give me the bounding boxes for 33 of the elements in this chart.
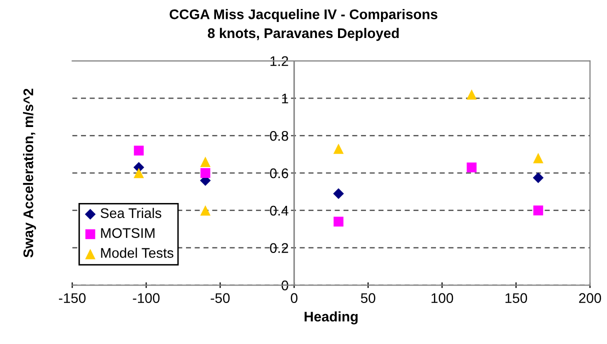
point	[533, 206, 544, 216]
legend-label: MOTSIM	[101, 228, 154, 238]
x-tick-label: -150	[58, 293, 86, 304]
chart-subtitle: 8 knots, Paravanes Deployed	[208, 28, 399, 41]
x-tick-label: -50	[210, 293, 230, 304]
point	[134, 146, 144, 156]
point	[200, 205, 211, 216]
y-tick-label: 0.8	[270, 130, 288, 141]
y-axis-title: Sway Acceleration, m/s^2	[23, 88, 36, 258]
x-tick-label: 0	[290, 293, 298, 304]
y-tick-label: 0	[282, 280, 288, 290]
x-tick-label: 50	[360, 293, 376, 304]
y-tick-label: 0.4	[270, 206, 288, 216]
legend-label: Sea Trials	[100, 208, 162, 218]
point	[134, 168, 144, 178]
y-tick-label: 0.6	[270, 168, 288, 178]
point	[466, 89, 477, 100]
x-axis-title: Heading	[304, 311, 358, 324]
point	[466, 162, 477, 172]
x-tick-label: 200	[579, 293, 602, 304]
point	[200, 156, 211, 167]
chart-title: CCGA Miss Jacqueline IV - Comparisons	[170, 9, 438, 22]
point	[532, 172, 544, 184]
point	[333, 144, 344, 154]
x-tick-label: -100	[132, 293, 160, 304]
point	[334, 216, 344, 227]
point	[333, 188, 344, 199]
y-tick-label: 0.2	[270, 243, 288, 253]
point	[533, 152, 544, 164]
x-tick-label: 150	[506, 293, 528, 304]
x-tick-label: 100	[432, 293, 454, 304]
point	[200, 168, 210, 178]
legend-label: Model Tests	[101, 248, 174, 258]
